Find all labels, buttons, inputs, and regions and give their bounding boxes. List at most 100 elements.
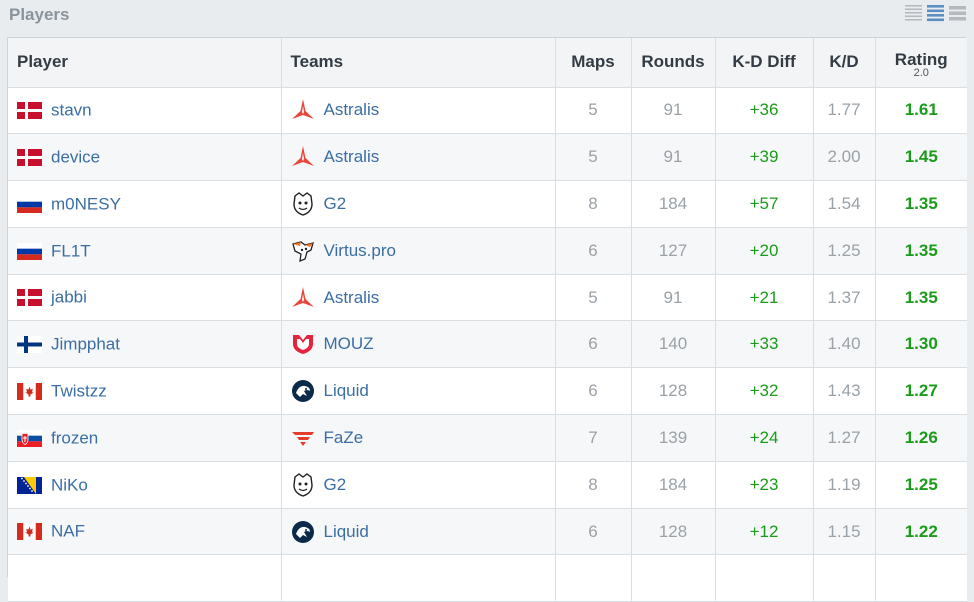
rating-cell: 1.30 xyxy=(875,320,967,369)
column-header-rating[interactable]: Rating 2.0 xyxy=(875,38,967,88)
slovakia-flag-icon xyxy=(17,429,42,447)
player-cell: m0NESY xyxy=(8,180,282,228)
kd-diff-cell: +21 xyxy=(715,274,814,322)
astralis-logo-icon xyxy=(291,145,315,169)
table-row: stavn Astralis 5 91 +36 1.77 1.61 xyxy=(8,87,967,135)
team-link[interactable]: Liquid xyxy=(323,381,369,401)
team-link[interactable]: Astralis xyxy=(323,147,380,167)
team-link[interactable]: G2 xyxy=(323,474,347,494)
rating-cell: 1.35 xyxy=(875,274,967,322)
kd-cell: 1.40 xyxy=(813,320,876,369)
list-large-icon[interactable] xyxy=(949,4,966,22)
column-header-kd-diff[interactable]: K-D Diff xyxy=(715,38,814,88)
column-header-player[interactable]: Player xyxy=(8,38,282,88)
russia-flag-icon xyxy=(17,242,42,260)
kd-cell: 1.54 xyxy=(813,180,876,228)
rating-cell: 1.45 xyxy=(875,133,967,182)
rounds-cell: 127 xyxy=(631,227,716,275)
player-link[interactable]: frozen xyxy=(51,428,99,448)
player-link[interactable]: FL1T xyxy=(51,241,91,261)
rating-cell: 1.61 xyxy=(875,87,967,135)
bosnia-flag-icon xyxy=(17,476,42,494)
rounds-cell: 140 xyxy=(631,320,716,369)
team-cell: Liquid xyxy=(281,367,556,416)
column-header-kd[interactable]: K/D xyxy=(813,38,876,88)
kd-diff-cell: +24 xyxy=(715,414,814,462)
rounds-cell: 184 xyxy=(631,180,716,228)
kd-diff-cell: +23 xyxy=(715,461,814,509)
canada-flag-icon xyxy=(17,523,42,541)
kd-diff-cell: +32 xyxy=(715,367,814,416)
team-cell: G2 xyxy=(281,180,556,228)
team-cell: G2 xyxy=(281,461,556,509)
kd-diff-cell: +57 xyxy=(715,180,814,228)
kd-cell: 1.19 xyxy=(813,461,876,509)
list-compact-icon[interactable] xyxy=(905,4,922,22)
kd-cell xyxy=(813,554,876,602)
denmark-flag-icon xyxy=(17,148,42,166)
player-cell: FL1T xyxy=(8,227,282,275)
team-link[interactable]: Liquid xyxy=(323,521,369,541)
column-header-rounds[interactable]: Rounds xyxy=(631,38,716,88)
player-link[interactable]: device xyxy=(51,147,101,167)
table-row: frozen FaZe 7 139 +24 1.27 1.26 xyxy=(8,414,967,462)
player-link[interactable]: stavn xyxy=(51,100,92,120)
team-link[interactable]: Virtus.pro xyxy=(323,240,396,260)
table-row: NAF Liquid 6 128 +12 1.15 1.22 xyxy=(8,508,967,556)
rounds-cell: 91 xyxy=(631,87,716,135)
rating-version: 2.0 xyxy=(913,67,929,80)
rounds-cell xyxy=(631,554,716,602)
kd-cell: 1.15 xyxy=(813,508,876,556)
g2-logo-icon xyxy=(291,192,315,216)
table-row: Twistzz Liquid 6 128 +32 1.43 1.27 xyxy=(8,367,967,416)
team-link[interactable]: Astralis xyxy=(323,100,380,120)
column-header-teams[interactable]: Teams xyxy=(281,38,556,88)
player-link[interactable]: jabbi xyxy=(51,287,87,307)
team-cell: Astralis xyxy=(281,87,556,135)
player-link[interactable]: Twistzz xyxy=(51,381,107,401)
table-row: device Astralis 5 91 +39 2.00 1.45 xyxy=(8,133,967,182)
kd-diff-cell: +12 xyxy=(715,508,814,556)
player-cell: NiKo xyxy=(8,461,282,509)
team-link[interactable]: MOUZ xyxy=(323,334,374,354)
player-link[interactable]: m0NESY xyxy=(51,194,121,214)
player-cell: NAF xyxy=(8,508,282,556)
team-cell: Liquid xyxy=(281,508,556,556)
rating-label: Rating xyxy=(894,50,948,70)
table-row: m0NESY G2 8 184 +57 1.54 1.35 xyxy=(8,180,967,228)
player-link[interactable]: Jimpphat xyxy=(51,334,120,354)
rating-cell: 1.22 xyxy=(875,508,967,556)
table-row: jabbi Astralis 5 91 +21 1.37 1.35 xyxy=(8,274,967,322)
table-header-row: Player Teams Maps Rounds K-D Diff K/D Ra… xyxy=(8,38,967,88)
list-medium-icon[interactable] xyxy=(927,4,944,22)
rounds-cell: 91 xyxy=(631,133,716,182)
table-row xyxy=(8,554,967,602)
maps-cell: 5 xyxy=(555,274,632,322)
maps-cell: 6 xyxy=(555,227,632,275)
rounds-cell: 91 xyxy=(631,274,716,322)
kd-cell: 1.27 xyxy=(813,414,876,462)
player-cell: Twistzz xyxy=(8,367,282,416)
g2-logo-icon xyxy=(291,472,315,497)
kd-cell: 1.37 xyxy=(813,274,876,322)
maps-cell: 8 xyxy=(555,180,632,228)
column-header-maps[interactable]: Maps xyxy=(555,38,632,88)
kd-cell: 1.43 xyxy=(813,367,876,416)
kd-diff-cell: +39 xyxy=(715,133,814,182)
team-link[interactable]: G2 xyxy=(323,193,347,213)
kd-diff-cell xyxy=(715,554,814,602)
denmark-flag-icon xyxy=(17,289,42,307)
player-link[interactable]: NAF xyxy=(51,521,85,541)
kd-diff-cell: +33 xyxy=(715,320,814,369)
player-link[interactable]: NiKo xyxy=(51,475,88,495)
player-cell: device xyxy=(8,133,282,182)
team-link[interactable]: Astralis xyxy=(323,287,380,307)
player-cell: Jimpphat xyxy=(8,320,282,369)
team-link[interactable]: FaZe xyxy=(323,427,364,447)
team-cell: MOUZ xyxy=(281,320,556,369)
astralis-logo-icon xyxy=(291,286,315,310)
rating-cell: 1.27 xyxy=(875,367,967,416)
player-cell: jabbi xyxy=(8,274,282,322)
kd-diff-cell: +20 xyxy=(715,227,814,275)
liquid-logo-icon xyxy=(291,379,315,403)
